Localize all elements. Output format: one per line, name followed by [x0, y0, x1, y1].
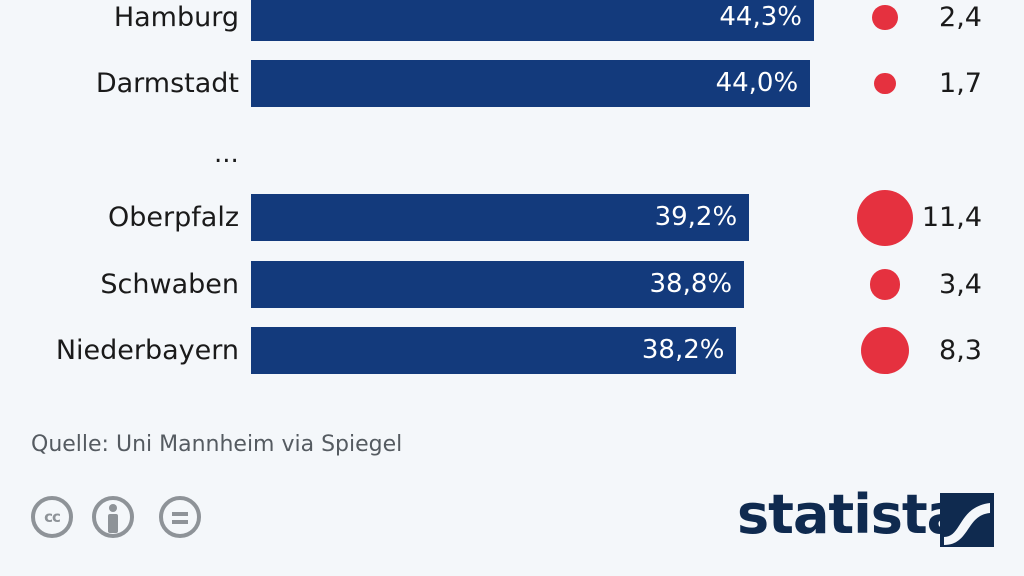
- bar: 39,2%: [251, 194, 750, 241]
- category-label: Darmstadt: [95, 68, 239, 99]
- category-label: Schwaben: [100, 269, 239, 300]
- attribution-body: [108, 514, 118, 533]
- statista-logo-icon: [940, 493, 994, 547]
- dot-value-label: 11,4: [921, 202, 982, 233]
- bar-value-label: 39,2%: [654, 202, 738, 232]
- chart: Hamburg 44,3% 2,4 Darmstadt 44,0% 1,7 Oberpfal…: [55, 0, 982, 375]
- cc-icon-label: cc: [44, 508, 61, 526]
- category-label: Niederbayern: [55, 335, 239, 366]
- equals-line-bottom: [172, 520, 188, 524]
- bar: 44,3%: [251, 0, 814, 41]
- dot-marker: [857, 189, 913, 246]
- bar: 38,2%: [251, 327, 737, 374]
- equals-line-top: [172, 512, 188, 516]
- source-text: Quelle: Uni Mannheim via Spiegel: [31, 432, 403, 457]
- attribution-icon: [92, 496, 134, 538]
- bar: 44,0%: [251, 60, 811, 107]
- creative-commons-icon: cc: [31, 496, 73, 538]
- bar: 38,8%: [251, 261, 745, 308]
- bar-value-label: 38,2%: [641, 335, 725, 365]
- dot-value-label: 2,4: [939, 2, 982, 33]
- bar-value-label: 44,0%: [715, 68, 799, 98]
- category-label: Hamburg: [113, 2, 239, 33]
- dot-marker: [872, 4, 898, 31]
- dot-value-label: 8,3: [939, 335, 982, 366]
- dot-marker: [874, 72, 896, 95]
- gap-ellipsis: ...: [214, 139, 239, 169]
- bar-value-label: 44,3%: [719, 2, 802, 32]
- dot-value-label: 3,4: [939, 269, 982, 300]
- attribution-head: [109, 504, 117, 512]
- statista-logo-text: statista: [737, 483, 963, 546]
- dot-marker: [861, 326, 909, 375]
- category-label: Oberpfalz: [108, 202, 239, 233]
- no-derivatives-icon: [159, 496, 201, 538]
- dot-value-label: 1,7: [939, 68, 982, 99]
- dot-marker: [869, 269, 901, 300]
- bar-value-label: 38,8%: [649, 269, 733, 299]
